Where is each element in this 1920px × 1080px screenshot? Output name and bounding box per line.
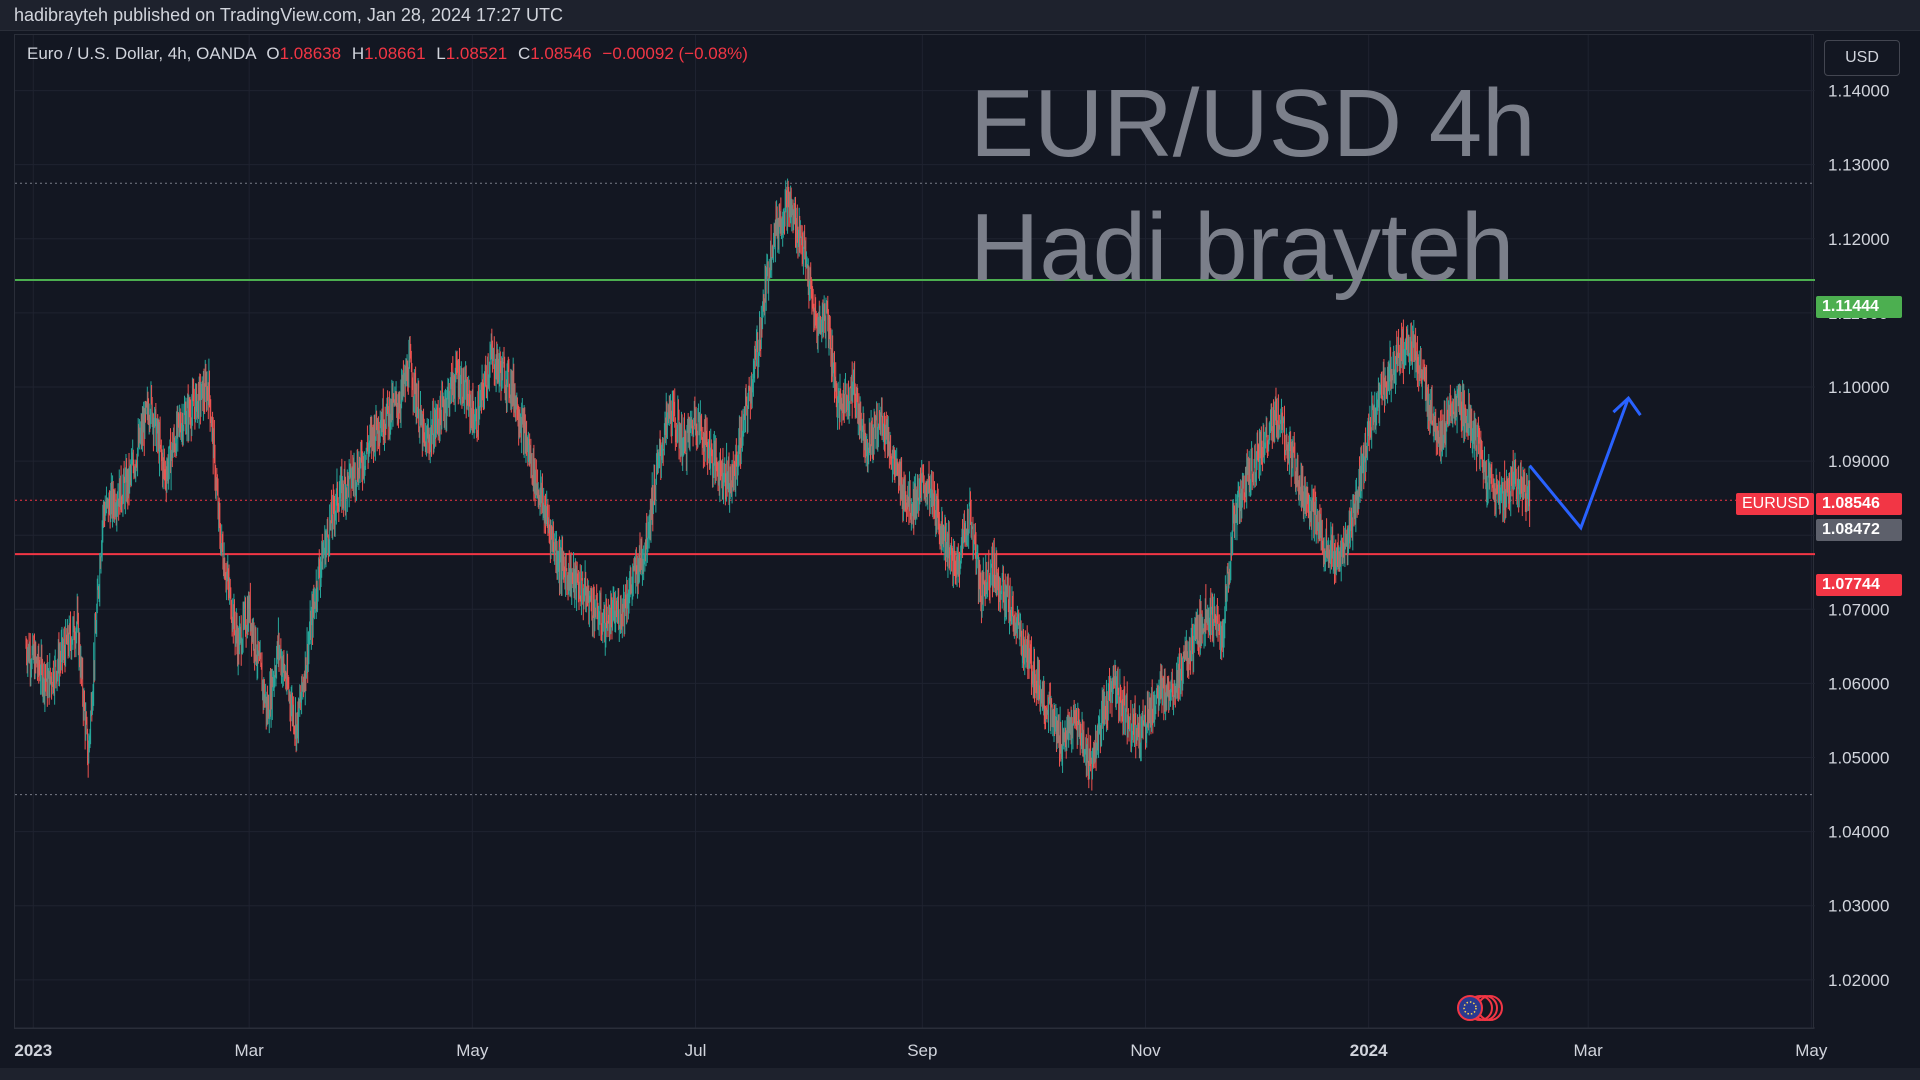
time-tick-7: Mar — [1574, 1041, 1604, 1060]
horizontal-levels — [15, 182, 1815, 796]
price-tick-3: 1.05000 — [1828, 749, 1889, 768]
prev-close-tag: 1.08472 — [1816, 519, 1902, 541]
currency-button[interactable]: USD — [1824, 40, 1900, 76]
legend-low-label: L — [436, 44, 446, 63]
chart-watermark: EUR/USD 4h Hadi brayteh — [970, 62, 1536, 310]
projection-arrowhead — [1612, 395, 1642, 416]
time-tick-8: May — [1795, 1041, 1828, 1060]
legend-close: 1.08546 — [530, 44, 592, 63]
time-tick-4: Sep — [907, 1041, 937, 1060]
price-tick-7: 1.09000 — [1828, 452, 1889, 471]
watermark-line1: EUR/USD 4h — [970, 70, 1536, 177]
time-axis: 2023 Mar May Jul Sep Nov 2024 Mar May — [14, 1027, 1828, 1060]
candlestick-series — [25, 178, 1531, 791]
last-price-tag: 1.08546 — [1816, 493, 1902, 515]
bottom-bar — [0, 1068, 1920, 1080]
price-tick-5: 1.07000 — [1828, 600, 1889, 619]
price-tick-2: 1.04000 — [1828, 823, 1889, 842]
symbol-legend: Euro / U.S. Dollar, 4h, OANDA O1.08638 H… — [27, 44, 748, 64]
time-tick-2: May — [456, 1041, 489, 1060]
price-tick-8: 1.10000 — [1828, 378, 1889, 397]
legend-low: 1.08521 — [445, 44, 508, 63]
time-tick-1: Mar — [235, 1041, 265, 1060]
legend-high: 1.08661 — [364, 44, 426, 63]
legend-close-label: C — [517, 44, 531, 63]
symbol-price-tag: EURUSD — [1736, 493, 1814, 515]
legend-open: 1.08638 — [279, 44, 342, 63]
time-tick-3: Jul — [685, 1041, 707, 1060]
price-tick-10: 1.12000 — [1828, 230, 1889, 249]
legend-high-label: H — [351, 44, 365, 63]
price-tick-12: 1.14000 — [1828, 82, 1889, 101]
chart-grid — [15, 35, 1815, 1028]
resistance-price-tag: 1.11444 — [1816, 296, 1902, 318]
legend-change: −0.00092 (−0.08%) — [602, 44, 748, 63]
legend-symbol: Euro / U.S. Dollar, 4h, OANDA — [27, 44, 256, 63]
published-info: hadibrayteh published on TradingView.com… — [14, 5, 564, 25]
price-tick-0: 1.02000 — [1828, 971, 1889, 990]
time-tick-6: 2024 — [1350, 1041, 1388, 1060]
support-price-tag: 1.07744 — [1816, 574, 1902, 596]
legend-open-label: O — [266, 44, 280, 63]
projection-path — [1528, 397, 1630, 531]
price-tick-4: 1.06000 — [1828, 674, 1889, 693]
publish-header: hadibrayteh published on TradingView.com… — [0, 0, 1920, 31]
time-tick-5: Nov — [1130, 1041, 1161, 1060]
price-tick-11: 1.13000 — [1828, 156, 1889, 175]
projection-arrow — [1528, 395, 1642, 531]
watermark-line2: Hadi brayteh — [970, 194, 1515, 301]
price-tick-1: 1.03000 — [1828, 897, 1889, 916]
time-tick-0: 2023 — [14, 1041, 52, 1060]
economic-events-icon[interactable] — [1448, 993, 1504, 1023]
